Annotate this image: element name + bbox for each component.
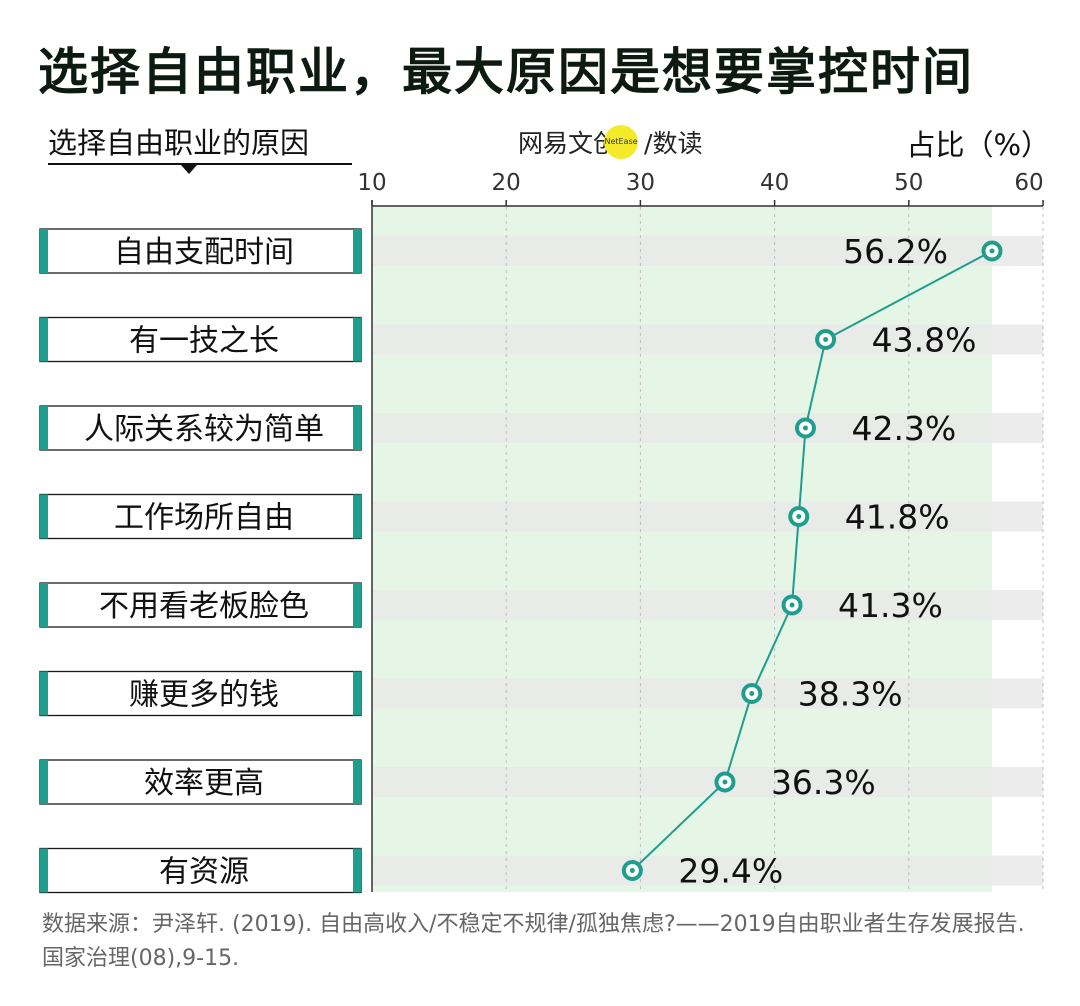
row-bar [372,501,1043,532]
data-point-center [749,691,755,696]
x-tick-label: 50 [894,170,923,196]
category-box [39,316,362,363]
subtitle-underline [48,163,352,165]
x-tick-label: 20 [492,170,521,196]
category-text: 工作场所自由 [114,501,294,536]
row-bar [372,855,1043,886]
brand-suffix: /数读 [644,129,703,158]
category-box [39,759,362,805]
data-point-center [629,868,635,873]
category-box [39,493,362,540]
category-accent-right [353,848,361,893]
category-accent-left [40,494,48,539]
category-accent-right [353,494,361,539]
x-tick-label: 10 [357,170,386,196]
x-tick-label: 60 [1014,170,1043,196]
data-point-center [823,337,829,342]
row-bar [372,678,1043,709]
data-point-center [796,514,802,519]
row-bar [372,767,1043,797]
category-label: 人际关系较为简单 [39,405,362,451]
data-label: 36.3% [771,763,876,802]
category-text: 不用看老板脸色 [99,589,309,624]
category-label: 效率更高 [39,759,362,805]
chart-subtitle: 选择自由职业的原因 [48,126,310,160]
data-point-center [789,602,795,608]
category-text: 赚更多的钱 [129,678,279,713]
category-accent-left [40,229,48,273]
category-box [39,847,362,894]
category-accent-right [353,760,361,804]
category-accent-left [40,760,48,804]
x-tick-label: 40 [760,170,789,196]
series-line [631,250,993,872]
category-label: 工作场所自由 [39,493,362,540]
brand-badge: NetEase [604,125,639,159]
brand-logo: 网易文创 NetEase /数读 [518,124,702,160]
row-bar [372,236,1043,266]
category-text: 有一技之长 [129,324,279,359]
category-label: 有资源 [39,847,362,894]
data-label: 56.2% [843,232,948,271]
data-label: 29.4% [678,852,783,891]
category-accent-left [40,671,48,716]
category-label: 不用看老板脸色 [39,582,362,628]
row-bar [372,413,1043,443]
category-accent-left [40,406,48,450]
category-accent-right [353,671,361,716]
category-accent-right [353,229,361,273]
category-accent-left [40,848,48,893]
category-text: 自由支配时间 [114,235,294,270]
unit-label: 占比（%） [906,128,1050,162]
category-box [39,228,362,274]
data-point-center [802,425,808,431]
data-label: 42.3% [851,409,956,448]
category-box [39,670,362,717]
data-label: 41.8% [845,498,950,537]
category-accent-right [353,583,361,627]
category-text: 人际关系较为简单 [84,412,324,447]
category-label: 赚更多的钱 [39,670,362,717]
category-accent-left [40,583,48,627]
data-point-center [722,779,728,785]
brand-badge-text: NetEase [604,137,638,146]
chart-title: 选择自由职业，最大原因是想要掌控时间 [38,43,974,101]
data-label: 38.3% [798,675,903,714]
category-box [39,582,362,628]
source-note: 数据来源：尹泽轩. (2019). 自由高收入/不稳定不规律/孤独焦虑?——20… [42,912,1025,971]
category-accent-left [40,317,48,362]
data-point-center [989,248,995,254]
row-bar [372,324,1043,355]
data-label: 43.8% [872,321,977,360]
row-bar [372,590,1043,620]
data-label: 41.3% [838,586,943,625]
category-label: 自由支配时间 [39,228,362,274]
category-text: 效率更高 [144,766,264,801]
category-box [39,405,362,451]
category-label: 有一技之长 [39,316,362,363]
category-accent-right [353,317,361,362]
category-accent-right [353,406,361,450]
category-text: 有资源 [159,855,249,890]
x-tick-label: 30 [626,170,655,196]
subtitle-arrow-icon [181,165,197,174]
brand-name: 网易文创 [518,129,619,158]
